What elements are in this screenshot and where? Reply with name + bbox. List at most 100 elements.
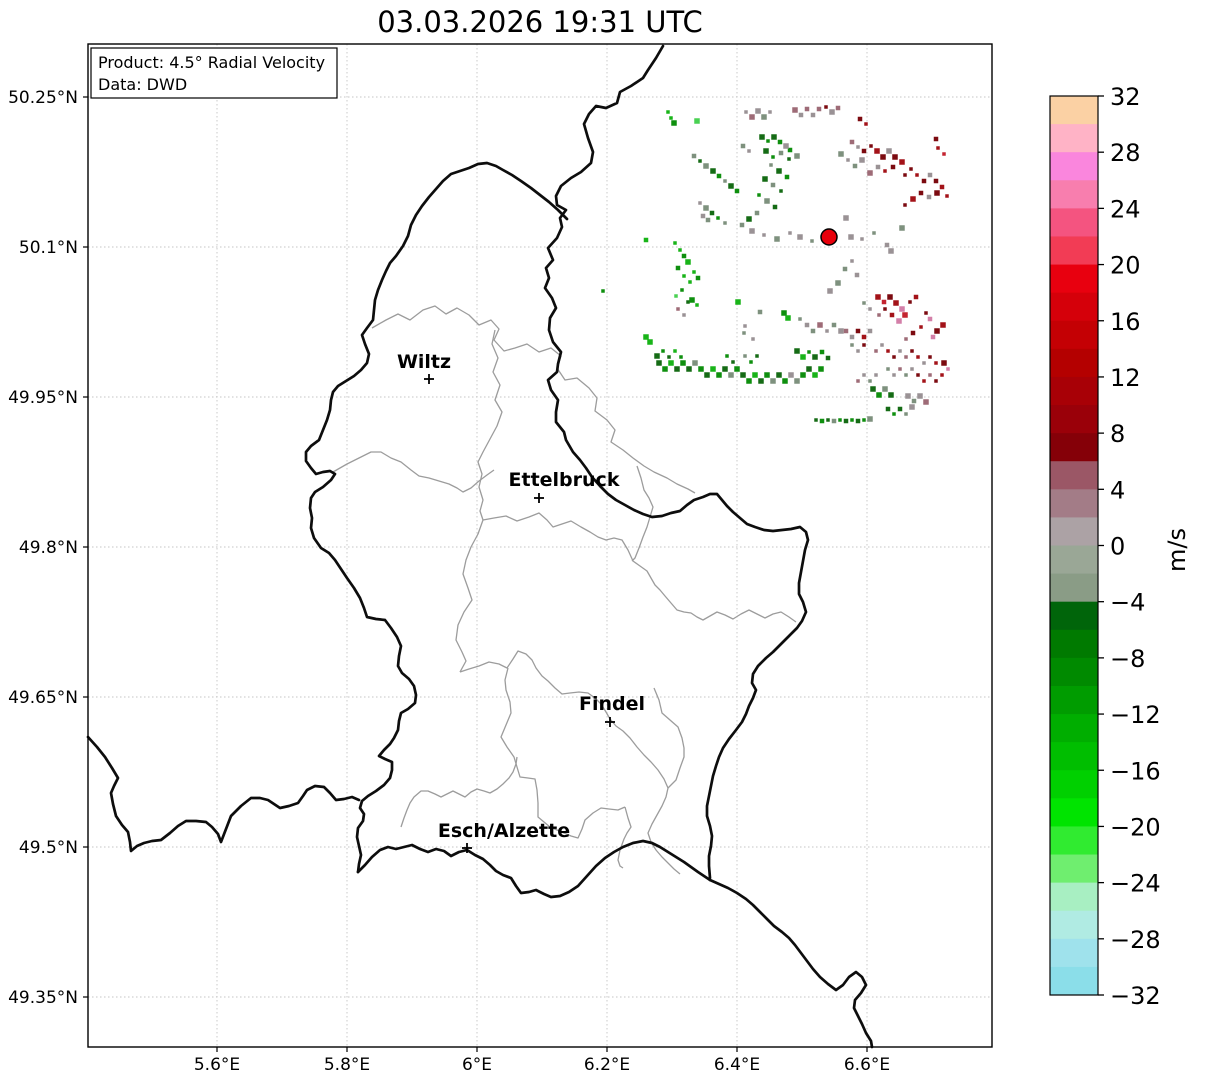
- radar-echo-pixel: [682, 274, 686, 278]
- radar-echo-pixel: [685, 259, 691, 265]
- colorbar-segment: [1050, 938, 1098, 968]
- radar-echo-pixel: [794, 378, 800, 384]
- radar-echo-pixel: [934, 190, 940, 196]
- colorbar-segment: [1050, 405, 1098, 434]
- radar-echo-pixel: [783, 143, 789, 149]
- colorbar-tick-label: 32: [1110, 83, 1141, 111]
- radar-echo-pixel: [698, 201, 702, 205]
- radar-echo-pixel: [934, 379, 938, 383]
- x-tick-label: 5.6°E: [194, 1055, 240, 1075]
- radar-echo-pixel: [810, 239, 814, 243]
- radar-echo-pixel: [940, 373, 944, 377]
- radar-echo-pixel: [898, 367, 902, 371]
- radar-echo-pixel: [862, 301, 866, 305]
- radar-echo-pixel: [673, 241, 677, 245]
- radar-echo-pixel: [897, 406, 903, 412]
- radar-echo-pixel: [893, 300, 899, 306]
- radar-echo-pixel: [819, 418, 825, 424]
- radar-echo-pixel: [909, 404, 915, 410]
- radar-echo-pixel: [835, 280, 841, 286]
- radar-echo-pixel: [904, 337, 908, 341]
- colorbar-segment: [1050, 714, 1098, 743]
- radar-echo-pixel: [843, 215, 849, 221]
- radar-echo-pixel: [770, 182, 776, 188]
- radar-echo-pixel: [800, 372, 806, 378]
- radar-echo-pixel: [725, 354, 729, 358]
- radar-echo-pixel: [933, 136, 939, 142]
- radar-echo-pixel: [758, 378, 764, 384]
- radar-echo-pixel: [939, 184, 945, 190]
- country-border-line: [304, 161, 569, 874]
- radar-echo-pixel: [757, 309, 763, 315]
- city: Ettelbruck: [509, 469, 620, 503]
- radar-echo-pixel: [662, 366, 668, 372]
- radar-echo-pixel: [698, 366, 704, 372]
- radar-echo-pixel: [601, 289, 605, 293]
- colorbar-tick-label: 4: [1110, 476, 1125, 504]
- colorbar-tick-label: −16: [1110, 757, 1161, 785]
- radar-echo-pixel: [892, 154, 898, 160]
- radar-echo-pixel: [916, 373, 920, 377]
- radar-echo-pixel: [759, 134, 765, 140]
- radar-echo-pixel: [862, 343, 866, 347]
- radar-echo-pixel: [700, 213, 706, 219]
- radar-echo-pixel: [838, 328, 844, 334]
- radar-echo-pixel: [869, 144, 873, 148]
- radar-echo-pixel: [647, 339, 653, 345]
- radar-echo-pixel: [889, 312, 895, 318]
- radar-site-marker: [820, 228, 838, 246]
- radar-echo-pixel: [892, 355, 896, 359]
- colorbar-segment: [1050, 966, 1098, 996]
- radar-echo-pixel: [703, 163, 709, 169]
- x-tick-label: 6°E: [462, 1055, 492, 1075]
- radar-echo-pixel: [686, 366, 692, 372]
- radar-echo-pixel: [669, 116, 673, 120]
- radar-echo-pixel: [911, 398, 917, 404]
- radar-echo-pixel: [826, 418, 830, 422]
- radar-echo-pixel: [680, 360, 686, 366]
- radar-echo-pixel: [926, 194, 932, 200]
- radar-echo-pixel: [941, 360, 947, 366]
- radar-echo-pixel: [872, 231, 876, 235]
- radar-echo-pixel: [909, 167, 913, 171]
- radar-echo-pixel: [643, 237, 649, 243]
- radar-echo-pixel: [903, 203, 907, 207]
- radar-echo-pixel: [692, 270, 696, 274]
- radar-echo-pixel: [856, 349, 860, 353]
- district-border-line: [653, 687, 685, 789]
- city: Wiltz: [397, 351, 451, 384]
- radar-echo-pixel: [890, 164, 896, 170]
- radar-echo-pixel: [885, 406, 891, 412]
- radar-echo-pixel: [868, 307, 872, 311]
- radar-echo-pixel: [782, 378, 788, 384]
- radar-echo-pixel: [771, 134, 777, 140]
- colorbar-tick-label: −8: [1110, 645, 1145, 673]
- colorbar-segment: [1050, 573, 1098, 603]
- radar-echo-pixel: [779, 189, 783, 193]
- colorbar-tick-label: 16: [1110, 308, 1141, 336]
- plot-frame: [87, 43, 993, 1048]
- radar-echo-pixel: [940, 322, 946, 328]
- radar-echo-pixel: [831, 418, 837, 424]
- radar-echo-pixel: [942, 152, 946, 156]
- colorbar-segment: [1050, 348, 1098, 378]
- radar-echo-pixel: [749, 114, 755, 120]
- radar-echo-pixel: [673, 349, 677, 353]
- radar-echo-pixel: [930, 334, 936, 340]
- city-name-label: Findel: [579, 693, 645, 715]
- radar-echo-pixel: [778, 150, 784, 156]
- radar-echo-pixel: [886, 367, 890, 371]
- radar-echo-pixel: [794, 153, 800, 159]
- y-tick-label: 50.25°N: [8, 88, 78, 108]
- y-tick-label: 49.95°N: [8, 388, 78, 408]
- radar-echo-pixels: [601, 105, 950, 424]
- radar-echo-pixel: [860, 237, 864, 241]
- radar-echo-pixel: [674, 294, 678, 298]
- colorbar-segment: [1050, 685, 1098, 715]
- radar-echo-pixel: [838, 418, 842, 422]
- radar-echo-pixel: [880, 343, 884, 347]
- radar-echo-pixel: [884, 242, 890, 248]
- radar-echo-pixel: [749, 360, 753, 364]
- radar-echo-pixel: [705, 217, 711, 223]
- radar-echo-pixel: [743, 324, 747, 328]
